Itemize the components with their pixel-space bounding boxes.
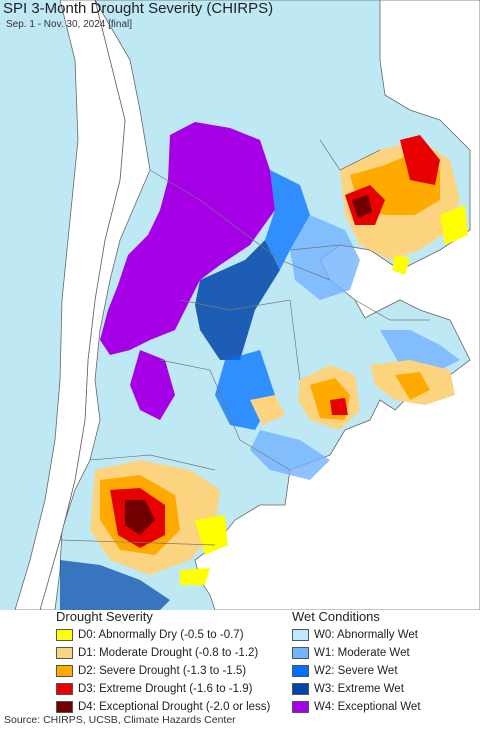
map-title: SPI 3-Month Drought Severity (CHIRPS): [3, 0, 274, 17]
legend-label: D1: Moderate Drought (-0.8 to -1.2): [78, 646, 259, 659]
legend-label: D0: Abnormally Dry (-0.5 to -0.7): [78, 628, 244, 641]
legend-item-w0: W0: Abnormally Wet: [292, 627, 418, 642]
legend-label: D4: Exceptional Drought (-2.0 or less): [78, 700, 271, 713]
d1-region-buenosaires: [250, 395, 285, 425]
legend-item-w4: W4: Exceptional Wet: [292, 699, 421, 714]
wet-legend-title: Wet Conditions: [292, 609, 380, 624]
legend-label: W0: Abnormally Wet: [314, 628, 418, 641]
boundaries: [59, 139, 430, 546]
legend-swatch: [292, 700, 309, 713]
drought-legend-title: Drought Severity: [56, 609, 153, 624]
w1-region: [250, 215, 460, 480]
w4-region-north: [100, 122, 275, 355]
legend-label: W2: Severe Wet: [314, 664, 398, 677]
legend-swatch: [56, 646, 73, 659]
legend-swatch: [56, 700, 73, 713]
legend-item-w2: W2: Severe Wet: [292, 663, 398, 678]
map-subtitle: Sep. 1 - Nov. 30, 2024 [final]: [6, 19, 133, 30]
legend-swatch: [56, 664, 73, 677]
w4-region-south: [130, 350, 175, 420]
legend-item-d1: D1: Moderate Drought (-0.8 to -1.2): [56, 645, 258, 660]
legend-label: D3: Extreme Drought (-1.6 to -1.9): [78, 682, 253, 695]
drought-map: SPI 3-Month Drought Severity (CHIRPS) Se…: [0, 0, 480, 610]
source-credit: Source: CHIRPS, UCSB, Climate Hazards Ce…: [4, 714, 236, 726]
w3-region-south: [60, 560, 170, 610]
legend-swatch: [56, 628, 73, 641]
chile-land: [14, 0, 126, 610]
legend-swatch: [56, 682, 73, 695]
legend-item-d3: D3: Extreme Drought (-1.6 to -1.9): [56, 681, 252, 696]
legend-item-d4: D4: Exceptional Drought (-2.0 or less): [56, 699, 270, 714]
w3-region: [195, 240, 280, 360]
d4-region-northeast: [352, 195, 372, 218]
legend-label: W4: Exceptional Wet: [314, 700, 421, 713]
legend-item-w1: W1: Moderate Wet: [292, 645, 410, 660]
d0-region-northeast: [392, 205, 468, 275]
d3-region-east: [330, 398, 348, 415]
legend-label: D2: Severe Drought (-1.3 to -1.5): [78, 664, 247, 677]
legend-item-d0: D0: Abnormally Dry (-0.5 to -0.7): [56, 627, 244, 642]
legend-label: W1: Moderate Wet: [314, 646, 410, 659]
legend-item-w3: W3: Extreme Wet: [292, 681, 404, 696]
d0-region-south: [180, 515, 228, 585]
legend-swatch: [292, 646, 309, 659]
legend-swatch: [292, 664, 309, 677]
legend-item-d2: D2: Severe Drought (-1.3 to -1.5): [56, 663, 246, 678]
legend-label: W3: Extreme Wet: [314, 682, 404, 695]
legend-swatch: [292, 628, 309, 641]
d4-region-south: [125, 500, 155, 535]
legend-swatch: [292, 682, 309, 695]
w2-region: [215, 170, 310, 430]
map-graphic: [14, 0, 480, 610]
